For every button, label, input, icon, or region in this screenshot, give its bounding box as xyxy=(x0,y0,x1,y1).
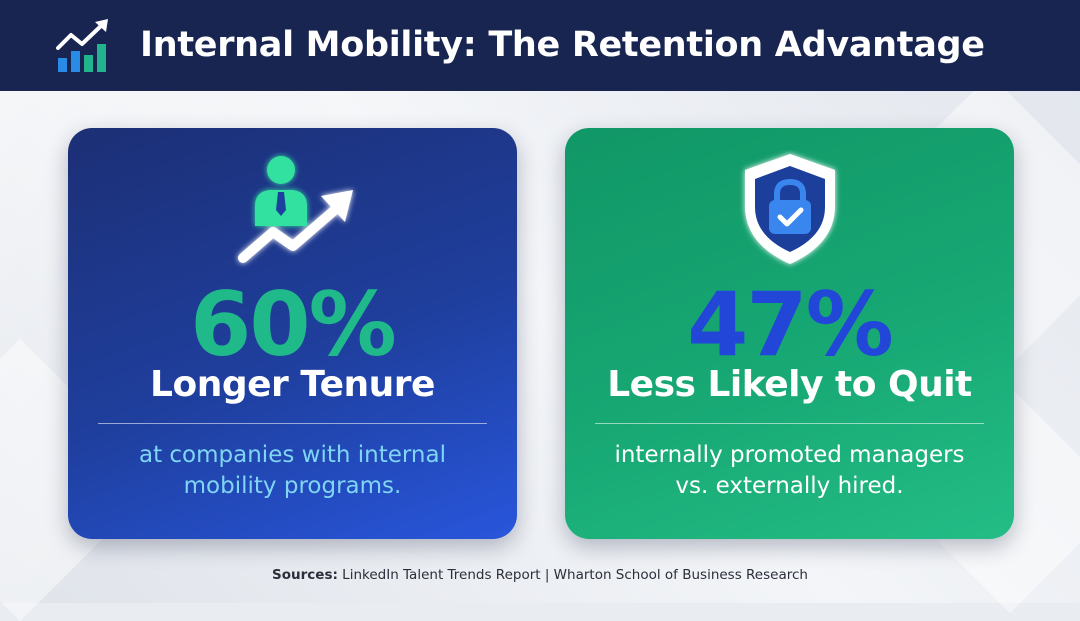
stat-value: 60% xyxy=(190,273,397,376)
description-line: internally promoted managers xyxy=(614,442,965,468)
stat-value: 47% xyxy=(687,273,894,376)
description-line: mobility programs. xyxy=(183,473,402,499)
stat-description: internally promoted managers vs. externa… xyxy=(565,440,1014,502)
stat-card-tenure: 60% Longer Tenure at companies with inte… xyxy=(68,128,517,539)
description-line: at companies with internal xyxy=(138,442,446,468)
stat-card-quit: 47% Less Likely to Quit internally promo… xyxy=(565,128,1014,539)
description-line: vs. externally hired. xyxy=(675,473,904,499)
divider xyxy=(98,423,487,424)
growth-chart-icon xyxy=(56,19,108,72)
page-title: Internal Mobility: The Retention Advanta… xyxy=(140,25,985,65)
sources-label: Sources: xyxy=(272,567,338,583)
divider xyxy=(595,423,984,424)
sources-footer: Sources: LinkedIn Talent Trends Report |… xyxy=(0,567,1080,583)
stat-description: at companies with internal mobility prog… xyxy=(68,440,517,502)
sources-text: LinkedIn Talent Trends Report | Wharton … xyxy=(342,567,808,583)
stat-headline: Less Likely to Quit xyxy=(607,364,972,405)
shield-lock-check-icon xyxy=(745,154,835,264)
businessman-growth-arrow-icon xyxy=(238,156,353,263)
header-bar: Internal Mobility: The Retention Advanta… xyxy=(0,0,1080,91)
stat-headline: Longer Tenure xyxy=(150,364,435,405)
